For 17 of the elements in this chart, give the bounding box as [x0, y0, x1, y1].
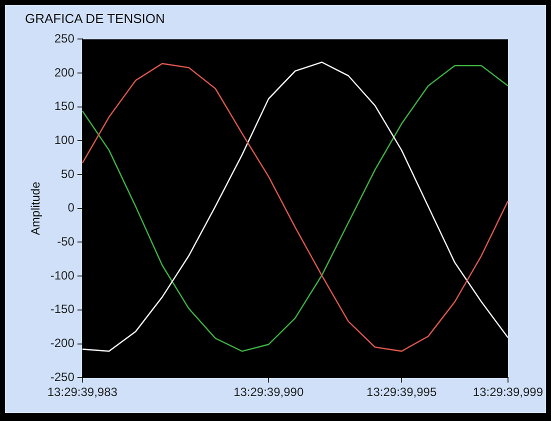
y-tick-label: -50: [57, 234, 75, 249]
y-tick-label: 200: [54, 65, 75, 80]
x-tick-label: 13:29:39,999: [472, 385, 544, 400]
x-tick-label: 13:29:39,990: [234, 385, 304, 400]
y-tick-label: -200: [50, 336, 75, 350]
y-tick-label: -100: [50, 268, 75, 282]
y-tick-label: -150: [50, 302, 75, 316]
y-tick-label: -250: [50, 370, 75, 384]
chart-title: GRAFICA DE TENSION: [25, 11, 165, 26]
x-tick-label: 13:29:39,995: [366, 385, 437, 400]
y-axis-title: Amplitude: [28, 181, 43, 236]
x-tick-label: 13:29:39,983: [47, 385, 118, 400]
y-tick-label: 150: [54, 99, 75, 114]
y-tick-label: 50: [61, 166, 75, 181]
y-tick-label: 250: [54, 32, 75, 46]
y-tick-label: 0: [68, 200, 75, 215]
y-tick-label: 100: [54, 133, 75, 148]
